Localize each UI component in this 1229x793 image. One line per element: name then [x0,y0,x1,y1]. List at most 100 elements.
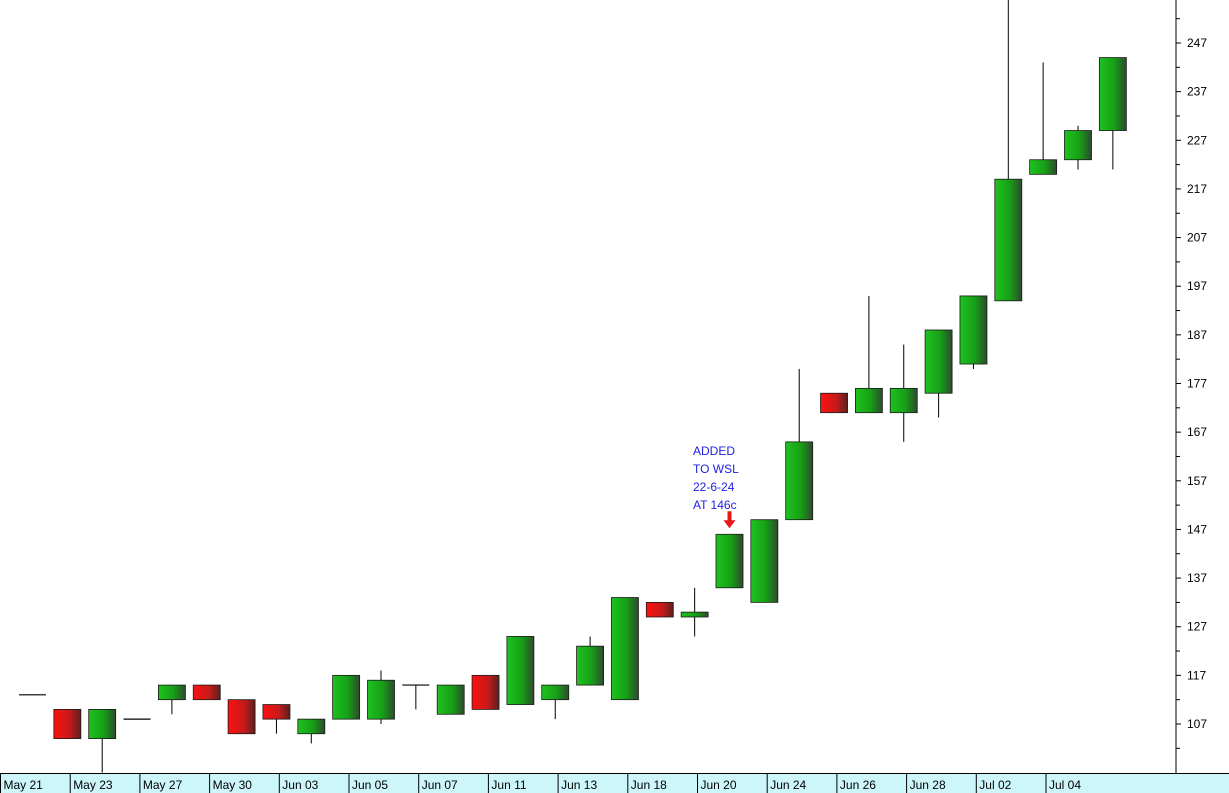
date-tick-label: Jun 03 [282,778,318,792]
date-tick-label: Jun 13 [561,778,597,792]
candle [262,704,291,734]
y-tick-label: 117 [1187,668,1206,682]
candle [889,344,918,442]
candle-body-up [157,684,186,701]
candle [541,684,570,720]
candle [227,699,256,735]
candle [402,684,430,710]
y-axis: 107 117 127 137 147 157 167 177 187 197 207 217 227 2… [1175,0,1207,773]
date-tick-label: May 27 [143,778,183,792]
candle-body-up [611,597,639,701]
date-tick-label: May 23 [73,778,113,792]
y-tick-label: 237 [1187,85,1207,99]
candle-body-up [994,178,1023,302]
candle [924,329,953,418]
candle-body-down [820,392,848,414]
candle-body-up [959,295,988,365]
annotation-text: ADDED [693,444,735,458]
candle [157,684,186,715]
candle [820,392,848,414]
date-tick-label: Jul 02 [979,778,1011,792]
candle-body-up [855,387,883,414]
candle-body-up [332,674,361,720]
y-tick-label: 107 [1187,717,1207,731]
candle [1029,62,1058,175]
y-tick-label: 157 [1187,474,1207,488]
date-axis-strip [0,773,1229,793]
candle [611,597,639,701]
candle [750,519,779,603]
candle-body-up [1064,130,1092,161]
annotation-text: 22-6-24 [693,480,735,494]
y-tick-label: 187 [1187,328,1207,342]
candle [1098,57,1127,170]
candle-body-up [1029,159,1058,175]
y-tick-label: 177 [1187,377,1207,391]
candle [855,295,883,414]
y-tick-label: 207 [1187,231,1207,245]
date-tick-label: Jun 18 [631,778,667,792]
candle [715,533,744,589]
date-tick-label: Jun 07 [422,778,458,792]
candles [19,0,1127,773]
y-tick-label: 147 [1187,522,1207,536]
candle [994,0,1023,302]
candle-body-up [680,611,709,618]
date-tick-label: Jun 28 [910,778,946,792]
candle-body-up [889,387,918,414]
candle [785,368,814,521]
candle-body-up [1098,57,1127,131]
date-tick-label: Jun 05 [352,778,388,792]
y-tick-label: 167 [1187,425,1207,439]
candle-body-up [750,519,779,603]
date-tick-label: Jul 04 [1049,778,1081,792]
date-tick-label: May 21 [4,778,44,792]
y-tick-label: 197 [1187,279,1207,293]
candle-body-up [297,718,326,735]
date-tick-label: Jun 20 [701,778,737,792]
candle-body-up [715,533,744,589]
candle [506,636,535,705]
date-axis: May 21 May 23 May 27 May 30 Jun 03 Jun 05 Jun … [0,773,1229,793]
candle-body-up [576,645,604,686]
candle [680,587,709,637]
candle-body-down [53,709,82,739]
candle-body-up [785,441,814,521]
candle [332,674,361,720]
annotation: ADDED TO WSL 22-6-24 AT 146c [693,444,739,529]
candle-body-up [88,709,117,739]
candle-body-down [645,601,674,618]
annotation-text: AT 146c [693,498,737,512]
candle-body-up [924,329,953,394]
candle-body-down [471,674,500,710]
candle [471,674,500,710]
candle-body-up [506,636,535,705]
date-tick-label: Jun 26 [840,778,876,792]
candle [576,636,604,686]
annotation-arrow [723,511,736,529]
y-tick-label: 217 [1187,182,1207,196]
candle-body-up [541,684,570,701]
candle-body-up [436,684,465,715]
candle [1064,125,1092,170]
candle-body-down [262,704,291,720]
candle [192,684,221,701]
y-tick-label: 247 [1187,36,1207,50]
y-tick-label: 137 [1187,571,1207,585]
candle [645,601,674,618]
annotation-text: TO WSL [693,462,739,476]
date-tick-label: May 30 [213,778,253,792]
candle [88,709,117,773]
candle-body-down [192,684,221,701]
y-tick-label: 227 [1187,133,1207,147]
date-tick-label: Jun 24 [770,778,806,792]
candle [959,295,988,369]
candle [436,684,465,715]
candle-body-down [227,699,256,735]
candle [53,709,82,739]
candle [367,670,395,724]
date-tick-label: Jun 11 [491,778,526,792]
y-tick-label: 127 [1187,620,1207,634]
candle [297,718,326,744]
